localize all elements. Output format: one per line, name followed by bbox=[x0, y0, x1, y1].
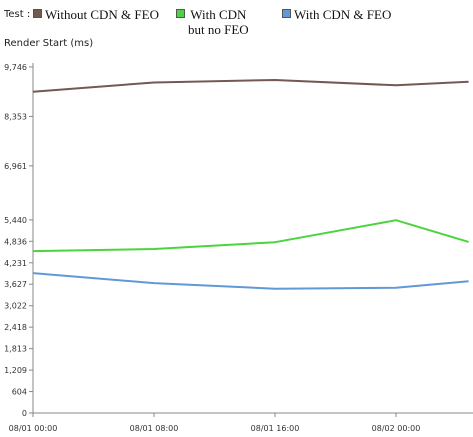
legend-label: With CDN but no FEO bbox=[188, 7, 249, 37]
x-tick-label: 08/01 00:00 bbox=[9, 424, 58, 433]
y-tick-label: 8,353 bbox=[4, 112, 27, 121]
y-tick-label: 2,418 bbox=[4, 323, 27, 332]
legend-label: Without CDN & FEO bbox=[45, 7, 159, 22]
series-line-with-cdn-feo bbox=[32, 272, 469, 290]
x-tick-label: 08/01 16:00 bbox=[251, 424, 300, 433]
x-tick-label: 08/01 08:00 bbox=[130, 424, 179, 433]
y-tick-label: 9,746 bbox=[4, 63, 27, 72]
y-tick-label: 6,961 bbox=[4, 162, 27, 171]
x-tick-label: 08/02 00:00 bbox=[372, 424, 421, 433]
y-tick-label: 604 bbox=[12, 388, 27, 397]
legend-swatch bbox=[282, 9, 291, 18]
series-line-with-cdn-but-no-feo bbox=[32, 219, 469, 253]
legend-label: With CDN & FEO bbox=[294, 7, 392, 22]
legend-swatch bbox=[33, 9, 42, 18]
y-axis-label: Render Start (ms) bbox=[4, 38, 94, 49]
y-tick-label: 1,209 bbox=[4, 366, 27, 375]
chart-legend: Test : Without CDN & FEO With CDN but no… bbox=[0, 0, 473, 40]
legend-title: Test : bbox=[4, 9, 31, 20]
y-tick-label: 3,022 bbox=[4, 302, 27, 311]
series-line-without-cdn-feo bbox=[32, 79, 469, 93]
y-tick-label: 4,836 bbox=[4, 237, 27, 246]
y-tick-label: 5,440 bbox=[4, 216, 27, 225]
y-tick-label: 4,231 bbox=[4, 259, 27, 268]
y-tick-label: 1,813 bbox=[4, 345, 27, 354]
y-tick-label: 0 bbox=[22, 409, 27, 418]
legend-swatch bbox=[176, 9, 185, 18]
y-tick-label: 3,627 bbox=[4, 280, 27, 289]
